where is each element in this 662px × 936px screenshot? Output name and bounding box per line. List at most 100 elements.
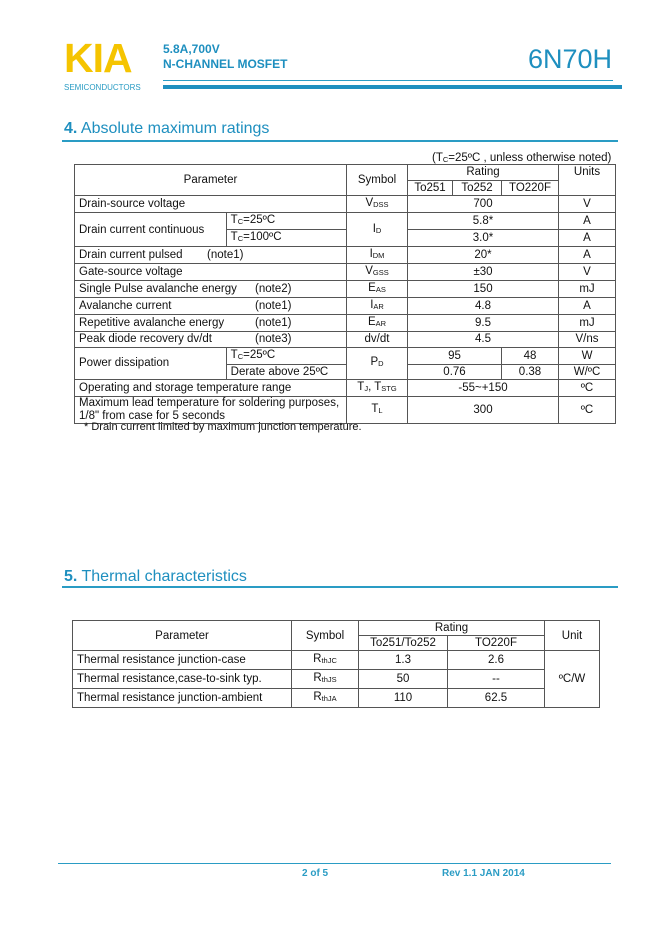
cell-text: , T (368, 381, 382, 393)
cell-text: T (230, 214, 238, 226)
cell-text: V (365, 265, 373, 277)
section-4-rule (62, 140, 618, 142)
section-5-heading: 5. Thermal characteristics (64, 568, 247, 586)
value: 2.6 (488, 654, 504, 666)
unit: ºC (580, 404, 594, 416)
unit: W (581, 349, 593, 362)
value: 20* (474, 249, 492, 261)
parameter: Thermal resistance junction-case (77, 654, 246, 666)
cell-text: Derate above 25ºC (230, 365, 329, 378)
note: (note1) (255, 317, 292, 329)
thermal-characteristics-table: Parameter Symbol Rating Unit To251/To252 TO22… (72, 620, 600, 708)
header-unit: Unit (561, 629, 583, 642)
value: -55~+150 (458, 382, 508, 394)
unit: V (583, 198, 591, 210)
page-number: 2 of 5 (302, 868, 329, 879)
table-row: Avalanche current (note1) IAR 4.8 A (74, 297, 616, 315)
value: 1.3 (395, 654, 411, 666)
note: (note2) (255, 283, 292, 295)
parameter: Maximum lead temperature for soldering p… (79, 397, 340, 409)
header-symbol: Symbol (305, 629, 345, 642)
parameter: Peak diode recovery dv/dt (79, 333, 212, 346)
unit: A (583, 215, 591, 227)
unit: mJ (579, 283, 595, 295)
header-units: Units (573, 166, 601, 178)
device-type: N-CHANNEL MOSFET (163, 57, 288, 71)
unit: A (583, 300, 591, 312)
table-row: Derate above 25ºC 0.76 0.38 W/ºC (75, 363, 616, 380)
unit: V/ns (575, 333, 599, 346)
table-row: Maximum lead temperature for soldering p… (74, 396, 616, 424)
cell-text: T (230, 348, 238, 361)
parameter: Thermal resistance junction-ambient (77, 692, 263, 704)
logo-subtitle: SEMICONDUCTORS (64, 83, 141, 92)
parameter: Avalanche current (79, 300, 172, 312)
header-to251: To251 (414, 181, 446, 194)
absolute-max-ratings-table: Parameter Symbol Rating Units To251 To252 TO22… (74, 164, 616, 424)
note: (note3) (255, 333, 292, 346)
cell-text: I (369, 248, 373, 260)
cell-text: R (313, 672, 322, 684)
section-5-rule (62, 586, 618, 588)
header-to220f: TO220F (475, 637, 517, 649)
parameter: Drain current continuous (79, 223, 205, 236)
cell-text: R (313, 653, 322, 665)
cell-text: =25ºC (243, 348, 276, 361)
unit: mJ (579, 317, 595, 329)
value: 300 (473, 404, 493, 416)
cell-text: E (368, 282, 376, 294)
table-row: Power dissipation TC=25ºC PD 95 48 W (74, 346, 616, 380)
header-parameter: Parameter (155, 629, 209, 642)
header-symbol: Symbol (357, 174, 397, 186)
cell-text: T (371, 403, 379, 415)
parameter: Power dissipation (79, 357, 170, 370)
section-number: 4. (64, 120, 78, 137)
section-title: Absolute maximum ratings (80, 120, 270, 137)
value: 0.76 (443, 365, 466, 378)
rating-subtitle: 5.8A,700V (163, 42, 220, 56)
cell-text: dv/dt (364, 333, 390, 346)
revision: Rev 1.1 JAN 2014 (442, 868, 525, 879)
cell-text: =25ºC (243, 214, 276, 226)
footnote: * Drain current limited by maximum junct… (84, 421, 362, 433)
cell-text: T (357, 381, 365, 393)
section-4-heading: 4. Absolute maximum ratings (64, 120, 269, 138)
table-row: TC=100ºC 3.0* A (75, 229, 616, 247)
cell-text: R (313, 691, 322, 703)
part-number: 6N70H (528, 44, 613, 74)
value: 0.38 (518, 365, 542, 378)
value: ±30 (473, 266, 493, 278)
value: 9.5 (475, 317, 491, 329)
header-rating: Rating (434, 622, 469, 634)
table-row: Thermal resistance junction-case RthJC 1.3… (72, 650, 600, 708)
cell-text: V (365, 197, 374, 209)
value: 48 (523, 349, 537, 362)
section-number: 5. (64, 568, 78, 585)
header-row: To251/To252 TO220F (73, 635, 600, 651)
parameter: Gate-source voltage (79, 266, 183, 278)
table-row: Operating and storage temperature range T… (74, 379, 616, 397)
cell-text: I (372, 222, 376, 235)
conditions-note: (TC=25ºC , unless otherwise noted) (432, 152, 612, 164)
header-to251-to252: To251/To252 (370, 637, 436, 649)
cell-text: T (230, 231, 238, 243)
value: 3.0* (472, 232, 494, 244)
value: 700 (473, 198, 493, 210)
table-row: Gate-source voltage VGSS ±30 V (74, 263, 616, 281)
table-row: Drain-source voltage VDSS 700 V (74, 195, 616, 213)
value: 62.5 (484, 692, 508, 704)
table-row: Thermal resistance,case-to-sink typ. RthJ… (72, 669, 600, 689)
parameter: Drain current pulsed (79, 249, 183, 261)
unit: W/ºC (573, 365, 601, 378)
header-rating: Rating (466, 166, 500, 179)
value: 150 (473, 283, 493, 295)
unit: A (583, 249, 591, 261)
cell-text: =100ºC (243, 231, 282, 243)
header-row: Parameter Symbol Rating Units (74, 164, 616, 196)
header-to220f: TO220F (509, 181, 551, 194)
header-row: Parameter Symbol Rating Unit (72, 620, 600, 651)
table-row: Peak diode recovery dv/dt (note3) dv/dt 4.5… (74, 331, 616, 348)
table-row: Drain current pulsed (note1) IDM 20* A (74, 246, 616, 264)
parameter-line2: 1/8" from case for 5 seconds (79, 410, 225, 422)
